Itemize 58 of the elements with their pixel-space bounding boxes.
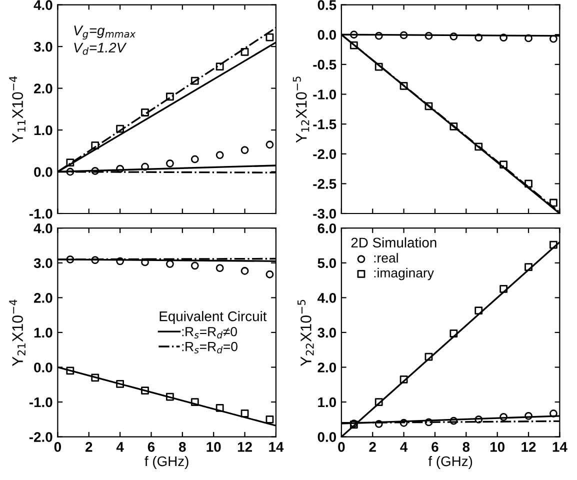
y-axis-title: Y$_{21}$X10$^{−4}$ — [9, 300, 26, 366]
x-tick-label: 12 — [238, 442, 252, 452]
y-tick-label: -1.5 — [313, 120, 336, 130]
x-tick-label: 10 — [490, 442, 504, 452]
y-tick-label: 0.0 — [318, 30, 336, 40]
x-tick-label: 10 — [206, 442, 221, 452]
y-tick-label: -1.0 — [313, 90, 336, 100]
x-tick-label: 6 — [432, 442, 438, 452]
x-tick-label: 4 — [400, 442, 408, 452]
x-tick-label: 14 — [552, 442, 568, 452]
y-tick-label: 2.0 — [34, 84, 52, 94]
x-tick-label: 8 — [462, 442, 470, 452]
x-tick-label: 6 — [148, 442, 155, 452]
y-tick-label: -1.0 — [29, 208, 52, 219]
legend-label: :R$_{s}$=R$_{d}$≠0 — [182, 326, 237, 338]
y-tick-label: -3.0 — [313, 208, 336, 219]
legend-label: :imaginary — [374, 268, 434, 280]
y-tick-label: 0.0 — [34, 167, 52, 177]
x-axis-title: f (GHz) — [428, 456, 472, 469]
x-tick-label: 4 — [116, 442, 124, 452]
legend-label: :R$_{s}$=R$_{d}$=0 — [182, 342, 238, 354]
x-tick-label: 0 — [338, 442, 345, 452]
y-tick-label: 4.0 — [34, 0, 52, 10]
x-tick-label: 8 — [178, 442, 186, 452]
y-tick-label: 3.0 — [34, 42, 52, 52]
y-tick-label: 1.0 — [34, 125, 52, 136]
y-tick-label: 1.0 — [318, 397, 336, 408]
x-tick-label: 2 — [86, 442, 92, 452]
y-tick-label: -0.5 — [313, 60, 336, 70]
y-tick-label: -2.0 — [313, 149, 336, 160]
y-tick-label: 4.0 — [317, 293, 336, 303]
x-tick-label: 14 — [269, 442, 284, 452]
legend-title: 2D Simulation — [351, 237, 436, 248]
y-tick-label: 1.0 — [34, 328, 52, 338]
y-tick-label: 6.0 — [318, 223, 336, 234]
x-tick-label: 2 — [369, 442, 376, 452]
y-tick-label: 3.0 — [34, 258, 52, 268]
y-tick-label: 4.0 — [34, 223, 52, 234]
y-axis-title: Y$_{12}$X10$^{−5}$ — [292, 76, 310, 143]
y-axis-title: Y$_{11}$X10$^{−4}$ — [9, 76, 26, 143]
x-tick-label: 12 — [522, 442, 536, 452]
y-axis-title: Y$_{22}$X10$^{−5}$ — [298, 300, 314, 366]
y-tick-label: 5.0 — [318, 258, 336, 268]
y-tick-label: -2.0 — [29, 432, 52, 442]
y-tick-label: 0.5 — [318, 0, 336, 10]
y-tick-label: 3.0 — [318, 328, 336, 338]
legend-title: Equivalent Circuit — [160, 311, 267, 324]
y-tick-label: 2.0 — [318, 362, 336, 372]
y-tick-label: -2.5 — [313, 179, 336, 189]
annotation: V$_{g}$=g$_{mmax}$ — [74, 26, 136, 40]
y-tick-label: -1.0 — [29, 397, 52, 408]
x-tick-label: 0 — [54, 442, 61, 452]
y-tick-label: 0.0 — [34, 362, 52, 372]
x-axis-title: f (GHz) — [144, 456, 188, 469]
legend-label: :real — [374, 252, 398, 263]
y-tick-label: 2.0 — [34, 293, 52, 303]
y-tick-label: 0.0 — [318, 432, 336, 442]
annotation: V$_{d}$=1.2V — [74, 42, 127, 55]
